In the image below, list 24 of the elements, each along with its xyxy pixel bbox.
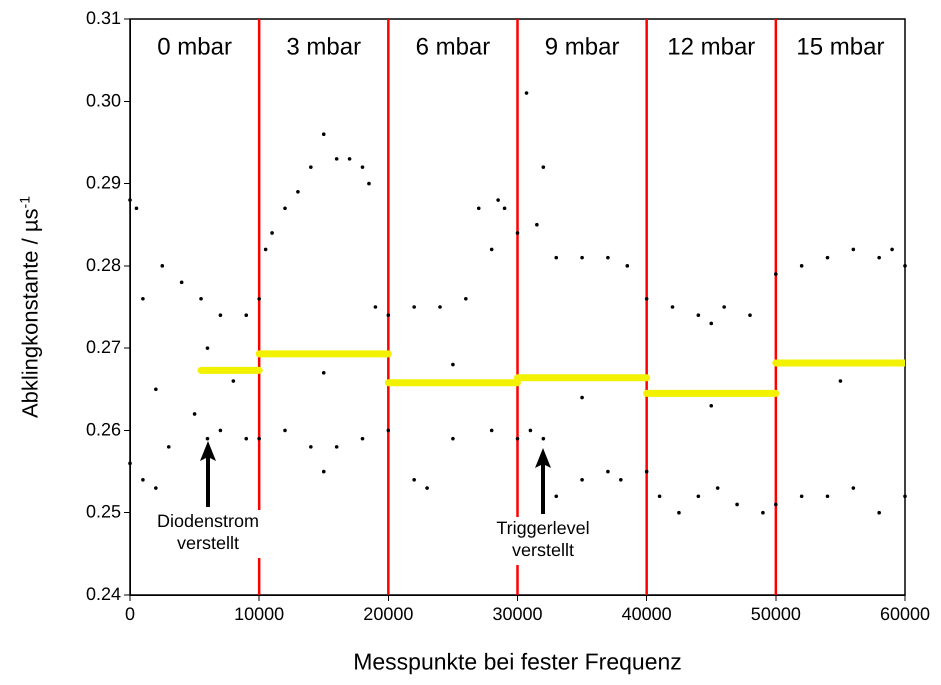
y-tick-label: 0.29: [86, 172, 121, 193]
y-tick-label: 0.30: [86, 90, 121, 110]
annotation: 15 mbar: [796, 34, 884, 61]
y-tick-label: 0.25: [86, 502, 121, 522]
x-tick-label: 10000: [234, 604, 284, 624]
y-tick-label: 0.26: [86, 419, 121, 440]
x-tick-label: 40000: [622, 604, 672, 624]
y-tick-label: 0.31: [86, 8, 121, 28]
x-tick-label: 60000: [880, 604, 930, 624]
x-tick-label: 30000: [492, 604, 543, 624]
annotation: 3 mbar: [286, 34, 362, 61]
y-tick-label: 0.24: [86, 584, 121, 604]
annotation: Triggerlevel verstellt: [496, 518, 590, 560]
annotation: Diodenstrom verstellt: [156, 510, 260, 553]
annotation: 9 mbar: [544, 34, 620, 61]
y-tick-label: 0.28: [86, 254, 121, 275]
y-tick-label: 0.27: [86, 337, 121, 358]
x-tick-label: 50000: [750, 604, 801, 624]
annotation: 12 mbar: [667, 34, 756, 61]
x-axis-title: Messpunkte bei fester Frequenz: [353, 648, 682, 675]
x-tick-label: 20000: [363, 604, 414, 624]
annotation: 6 mbar: [416, 34, 490, 61]
annotation: 0 mbar: [157, 34, 232, 61]
x-tick-label: 0: [124, 604, 136, 624]
